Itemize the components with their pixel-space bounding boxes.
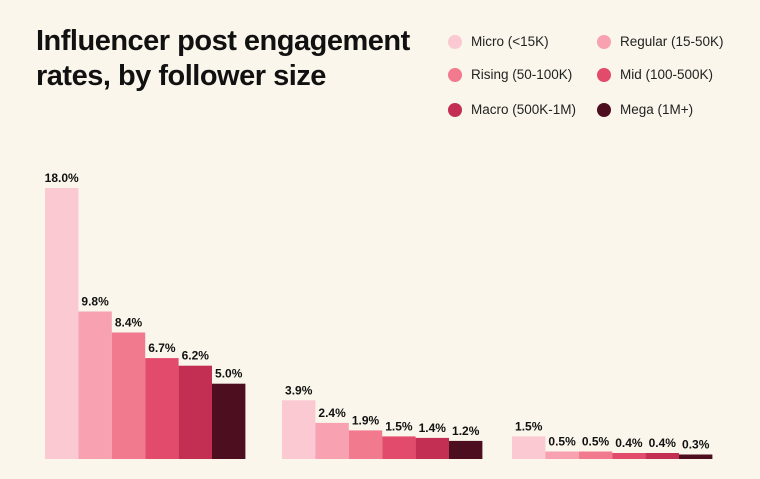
bar-mid-group-1 <box>145 358 179 459</box>
bar-macro-group-1 <box>178 365 212 459</box>
bar-macro-group-3 <box>645 453 679 459</box>
data-label-micro-group-3: 1.5% <box>515 419 543 433</box>
bar-mega-group-3 <box>679 454 713 459</box>
legend-swatch-macro <box>448 102 462 117</box>
legend-item-mega: Mega (1M+) <box>597 102 693 117</box>
legend-label-regular: Regular (15-50K) <box>620 34 724 49</box>
data-label-mid-group-1: 6.7% <box>148 341 176 355</box>
legend-swatch-mega <box>597 102 611 117</box>
bar-rising-group-3 <box>578 451 613 459</box>
chart-title: Influencer post engagement rates, by fol… <box>36 25 410 92</box>
bar-regular-group-3 <box>545 451 579 459</box>
bar-mega-group-2 <box>449 440 483 459</box>
data-label-macro-group-1: 6.2% <box>182 349 210 363</box>
bar-mid-group-2 <box>382 436 416 459</box>
legend-swatch-regular <box>597 34 611 49</box>
bar-micro-group-1 <box>45 188 79 459</box>
legend-label-micro: Micro (<15K) <box>471 34 549 49</box>
legend-item-rising: Rising (50-100K) <box>448 67 572 82</box>
legend-swatch-mid <box>597 67 611 82</box>
data-label-rising-group-3: 0.5% <box>582 435 610 449</box>
bar-rising-group-1 <box>111 332 146 459</box>
data-label-macro-group-2: 1.4% <box>419 421 447 435</box>
legend: Micro (<15K) Regular (15-50K) Rising (50… <box>0 0 760 130</box>
data-label-mid-group-3: 0.4% <box>615 436 643 450</box>
data-label-mega-group-2: 1.2% <box>452 424 480 438</box>
bar-rising-group-2 <box>348 430 383 459</box>
data-label-micro-group-1: 18.0% <box>45 171 79 185</box>
data-label-rising-group-2: 1.9% <box>352 413 380 427</box>
legend-label-rising: Rising (50-100K) <box>471 67 573 82</box>
data-label-regular-group-2: 2.4% <box>318 406 346 420</box>
data-label-macro-group-3: 0.4% <box>649 436 677 450</box>
data-label-regular-group-3: 0.5% <box>548 435 576 449</box>
legend-swatch-rising <box>448 67 462 82</box>
data-label-mid-group-2: 1.5% <box>385 419 413 433</box>
legend-swatch-micro <box>448 34 462 49</box>
data-label-regular-group-1: 9.8% <box>81 295 109 309</box>
legend-item-mid: Mid (100-500K) <box>597 67 713 82</box>
data-label-rising-group-1: 8.4% <box>115 316 143 330</box>
bar-micro-group-3 <box>512 436 546 459</box>
legend-label-macro: Macro (500K-1M) <box>471 102 577 117</box>
bar-regular-group-2 <box>315 422 349 459</box>
legend-item-regular: Regular (15-50K) <box>597 34 724 49</box>
data-label-micro-group-2: 3.9% <box>285 383 313 397</box>
bar-micro-group-2 <box>282 400 316 459</box>
legend-item-micro: Micro (<15K) <box>448 34 549 49</box>
bar-mega-group-1 <box>212 383 246 459</box>
legend-label-mid: Mid (100-500K) <box>620 67 714 82</box>
bar-mid-group-3 <box>612 453 646 459</box>
data-label-mega-group-1: 5.0% <box>215 367 243 381</box>
data-label-mega-group-3: 0.3% <box>682 438 710 452</box>
legend-item-macro: Macro (500K-1M) <box>448 102 576 117</box>
bar-regular-group-1 <box>78 311 112 459</box>
bar-macro-group-2 <box>415 437 449 459</box>
legend-label-mega: Mega (1M+) <box>620 102 694 117</box>
